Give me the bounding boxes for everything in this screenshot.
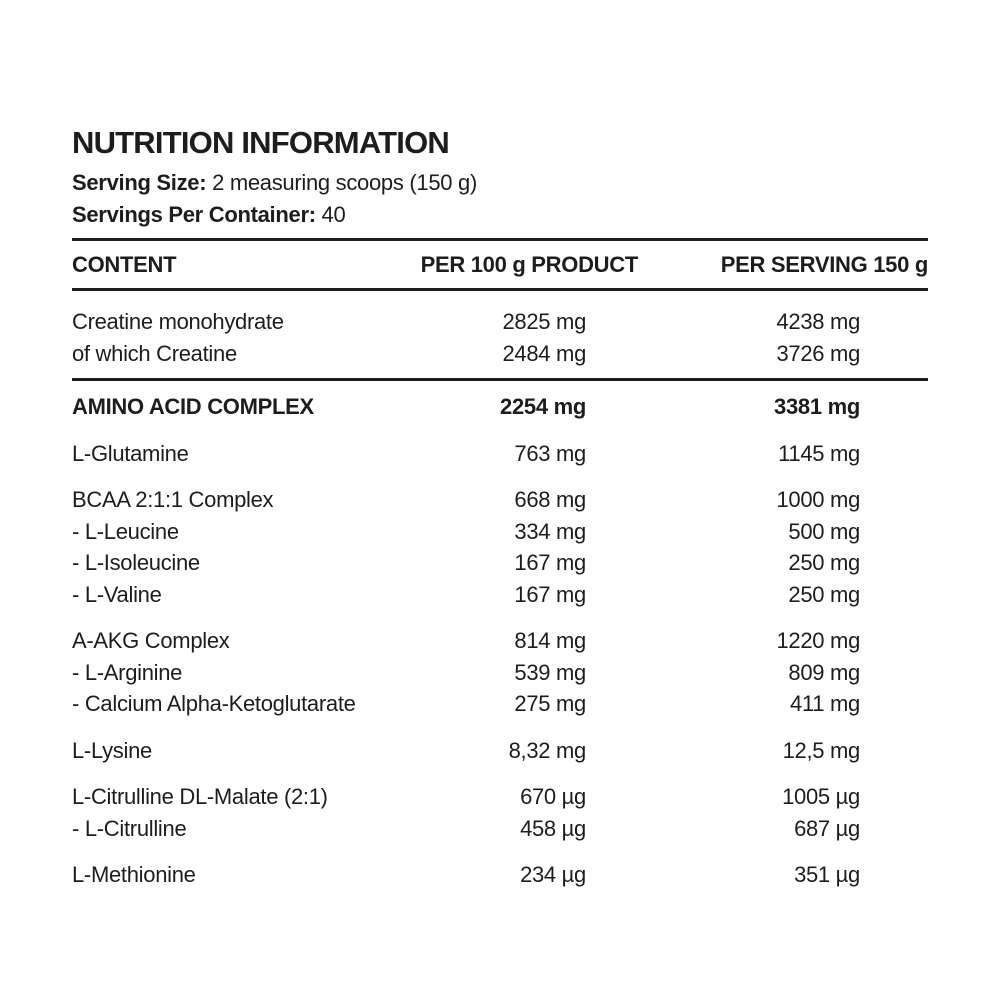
row-label: - L-Valine — [72, 581, 162, 607]
table-row: - L-Isoleucine 167 mg 250 mg — [72, 547, 928, 579]
row-label: A-AKG Complex — [72, 628, 230, 653]
row-value-per-100g: 814 mg — [514, 628, 586, 653]
table-row: L-Citrulline DL-Malate (2:1) 670 µg 1005 µ… — [72, 781, 928, 813]
row-value-per-serving: 351 µg — [794, 862, 860, 887]
table-body: Creatine monohydrate 2825 mg 4238 mg of whi… — [72, 306, 928, 891]
row-label: BCAA 2:1:1 Complex — [72, 487, 274, 512]
table-row: AMINO ACID COMPLEX 2254 mg 3381 mg — [72, 391, 928, 423]
row-value-per-100g: 8,32 mg — [508, 737, 587, 763]
row-value-per-serving: 500 mg — [788, 518, 860, 544]
table-group: L-Glutamine 763 mg 1145 mg — [72, 438, 928, 470]
servings-per-container-line: Servings Per Container: 40 — [72, 199, 928, 231]
serving-size-value: 2 measuring scoops (150 g) — [212, 170, 477, 195]
table-row: - Calcium Alpha-Ketoglutarate 275 mg 411 m… — [72, 688, 928, 720]
row-value-per-100g: 539 mg — [514, 659, 586, 685]
row-value-per-serving: 3726 mg — [776, 340, 860, 366]
table-row: BCAA 2:1:1 Complex 668 mg 1000 mg — [72, 484, 928, 516]
page-title: NUTRITION INFORMATION — [72, 125, 450, 160]
row-value-per-serving: 12,5 mg — [782, 737, 861, 763]
row-label: L-Lysine — [72, 737, 152, 763]
table-row: - L-Arginine 539 mg 809 mg — [72, 657, 928, 689]
nutrition-label: NUTRITION INFORMATION Serving Size: 2 me… — [72, 127, 928, 891]
table-header-row: CONTENT PER 100 g PRODUCT PER SERVING 15… — [72, 238, 928, 291]
serving-size-label: Serving Size: — [72, 170, 207, 195]
table-row: - L-Leucine 334 mg 500 mg — [72, 516, 928, 548]
row-value-per-100g: 2254 mg — [500, 394, 586, 419]
row-value-per-100g: 275 mg — [514, 691, 586, 716]
row-value-per-serving: 4238 mg — [776, 309, 860, 334]
servings-per-container-label: Servings Per Container: — [72, 202, 316, 227]
table-row: L-Methionine 234 µg 351 µg — [72, 859, 928, 891]
row-value-per-100g: 763 mg — [514, 440, 586, 466]
table-row: L-Lysine 8,32 mg 12,5 mg — [72, 735, 928, 767]
table-group: BCAA 2:1:1 Complex 668 mg 1000 mg - L-Leuci… — [72, 484, 928, 610]
row-value-per-serving: 809 mg — [788, 659, 860, 685]
table-row: - L-Citrulline 458 µg 687 µg — [72, 813, 928, 845]
table-row: of which Creatine 2484 mg 3726 mg — [72, 338, 928, 370]
row-value-per-serving: 687 µg — [794, 815, 860, 841]
row-value-per-100g: 668 mg — [514, 487, 586, 512]
row-label: L-Glutamine — [72, 440, 189, 466]
row-value-per-serving: 411 mg — [790, 691, 860, 716]
row-value-per-serving: 1145 mg — [778, 440, 860, 466]
row-label: L-Citrulline DL-Malate (2:1) — [72, 784, 328, 809]
row-value-per-100g: 2825 mg — [502, 309, 586, 334]
row-value-per-100g: 167 mg — [514, 581, 586, 607]
row-label: Creatine monohydrate — [72, 309, 284, 334]
row-value-per-serving: 250 mg — [788, 550, 860, 575]
servings-per-container-value: 40 — [321, 202, 346, 227]
table-group: AMINO ACID COMPLEX 2254 mg 3381 mg — [72, 378, 928, 423]
row-label: - L-Leucine — [72, 518, 179, 544]
row-value-per-100g: 670 µg — [520, 784, 586, 809]
row-value-per-100g: 234 µg — [520, 862, 586, 887]
column-header-content: CONTENT — [72, 252, 177, 277]
table-group: Creatine monohydrate 2825 mg 4238 mg of whi… — [72, 306, 928, 369]
row-value-per-serving: 1000 mg — [776, 487, 860, 512]
row-label: L-Methionine — [72, 862, 196, 887]
row-label: - L-Citrulline — [72, 815, 187, 841]
table-row: Creatine monohydrate 2825 mg 4238 mg — [72, 306, 928, 338]
table-group: A-AKG Complex 814 mg 1220 mg - L-Arginine 53… — [72, 625, 928, 720]
table-row: L-Glutamine 763 mg 1145 mg — [72, 438, 928, 470]
column-header-per-serving: PER SERVING 150 g — [720, 252, 929, 277]
row-value-per-100g: 2484 mg — [502, 340, 586, 366]
row-value-per-serving: 1220 mg — [776, 628, 860, 653]
row-label: - L-Arginine — [72, 659, 183, 685]
column-header-per-100g: PER 100 g PRODUCT — [420, 252, 639, 277]
table-group: L-Methionine 234 µg 351 µg — [72, 859, 928, 891]
row-label: - L-Isoleucine — [72, 550, 200, 575]
table-group: L-Lysine 8,32 mg 12,5 mg — [72, 735, 928, 767]
row-value-per-100g: 334 mg — [514, 518, 586, 544]
row-label: - Calcium Alpha-Ketoglutarate — [72, 691, 356, 716]
row-value-per-serving: 3381 mg — [774, 394, 860, 419]
table-row: - L-Valine 167 mg 250 mg — [72, 579, 928, 611]
serving-size-line: Serving Size: 2 measuring scoops (150 g) — [72, 167, 928, 199]
table-row: A-AKG Complex 814 mg 1220 mg — [72, 625, 928, 657]
row-label: of which Creatine — [72, 340, 237, 366]
table-group: L-Citrulline DL-Malate (2:1) 670 µg 1005 µ… — [72, 781, 928, 844]
row-label: AMINO ACID COMPLEX — [72, 394, 314, 419]
row-value-per-100g: 458 µg — [520, 815, 586, 841]
row-value-per-100g: 167 mg — [514, 550, 586, 575]
row-value-per-serving: 1005 µg — [782, 784, 860, 809]
row-value-per-serving: 250 mg — [788, 581, 860, 607]
